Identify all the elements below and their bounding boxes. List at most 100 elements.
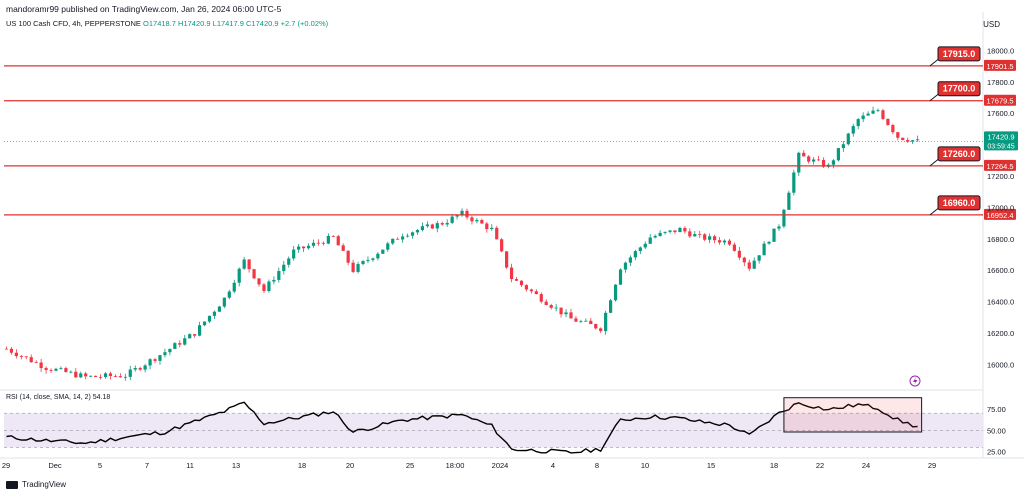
candle — [366, 256, 370, 264]
candle — [742, 256, 746, 267]
candle — [64, 366, 68, 373]
candle — [386, 241, 390, 252]
candles — [4, 106, 920, 381]
candle — [9, 347, 14, 355]
candle — [693, 231, 697, 237]
candle — [589, 318, 593, 325]
bar-countdown: 03:59:45 — [987, 143, 1014, 150]
level-axis-label-box — [984, 59, 1016, 71]
time-tick: 29 — [2, 461, 10, 470]
level-callout-box — [937, 46, 981, 62]
candle — [490, 224, 494, 231]
candle — [351, 259, 355, 274]
candle — [420, 222, 425, 232]
price-tick: 17600.0 — [987, 109, 1014, 118]
level-callout-box — [937, 81, 981, 97]
candle — [341, 243, 345, 252]
candle — [292, 245, 296, 261]
candle — [356, 261, 360, 274]
candle — [445, 219, 449, 227]
candle — [44, 366, 48, 374]
candle — [336, 234, 340, 246]
candle — [272, 276, 276, 285]
candle — [539, 292, 543, 304]
candle — [549, 303, 553, 310]
candle — [321, 241, 325, 246]
candle — [98, 374, 103, 380]
candle — [326, 233, 330, 245]
candle — [257, 278, 261, 287]
candle — [465, 208, 469, 220]
candle — [247, 259, 251, 273]
rsi-tick: 50.00 — [987, 426, 1006, 435]
candle — [168, 348, 172, 356]
candle — [757, 255, 761, 264]
candle — [613, 284, 618, 302]
candle — [108, 371, 113, 380]
time-tick: 2024 — [492, 461, 509, 470]
currency-label: USD — [983, 20, 1000, 29]
tradingview-logo-icon — [6, 480, 18, 489]
candle — [267, 279, 271, 293]
candle — [816, 155, 821, 161]
candle — [237, 267, 241, 287]
candle — [470, 215, 474, 225]
candle — [688, 228, 692, 239]
candle — [74, 368, 78, 379]
candle — [782, 208, 786, 229]
footer-brand: TradingView — [22, 480, 67, 489]
candle — [401, 233, 405, 243]
candle — [450, 213, 454, 225]
level-axis-label: 17264.5 — [986, 162, 1013, 171]
level-callout-label: 17260.0 — [943, 149, 976, 159]
time-tick: 22 — [816, 461, 824, 470]
price-tick: 16800.0 — [987, 235, 1014, 244]
candle — [178, 340, 182, 348]
symbol-legend: US 100 Cash CFD, 4h, PEPPERSTONE O17418.… — [6, 19, 328, 28]
candle — [183, 334, 187, 346]
candle — [49, 368, 53, 373]
rsi-highlight-box — [783, 397, 923, 433]
candle — [84, 371, 88, 380]
candle — [569, 308, 573, 319]
candle — [391, 238, 395, 246]
candle — [376, 252, 380, 261]
level-axis-label: 16952.4 — [986, 211, 1013, 220]
level-callout-label: 16960.0 — [943, 198, 976, 208]
price-tick: 17000.0 — [987, 203, 1014, 212]
candle — [787, 190, 791, 210]
candle — [638, 246, 642, 255]
candle — [777, 224, 781, 232]
candle — [475, 217, 479, 224]
candle — [896, 131, 900, 141]
candle — [618, 268, 623, 286]
candle — [34, 360, 38, 364]
candle — [797, 151, 801, 176]
time-tick: 25 — [406, 461, 414, 470]
candle — [876, 108, 880, 113]
level-callout-label: 17700.0 — [943, 84, 976, 94]
candle — [911, 139, 915, 145]
rsi-line — [6, 397, 923, 454]
candle — [505, 251, 509, 269]
candle — [396, 237, 400, 240]
candle — [54, 367, 58, 372]
candle — [846, 132, 850, 146]
level-axis-label-box — [984, 159, 1016, 171]
price-tick: 16400.0 — [987, 298, 1014, 307]
candle — [242, 256, 246, 270]
candle — [653, 234, 657, 239]
level-axis-label: 17901.5 — [986, 62, 1013, 71]
candle — [703, 233, 707, 242]
candle — [14, 349, 18, 359]
candle — [772, 228, 776, 242]
candle — [752, 257, 756, 270]
candle — [311, 239, 316, 248]
candle — [193, 334, 197, 338]
candle — [113, 374, 118, 378]
candle — [148, 358, 152, 370]
candle — [916, 135, 920, 142]
candle — [762, 241, 766, 256]
lightning-icon — [909, 375, 921, 387]
